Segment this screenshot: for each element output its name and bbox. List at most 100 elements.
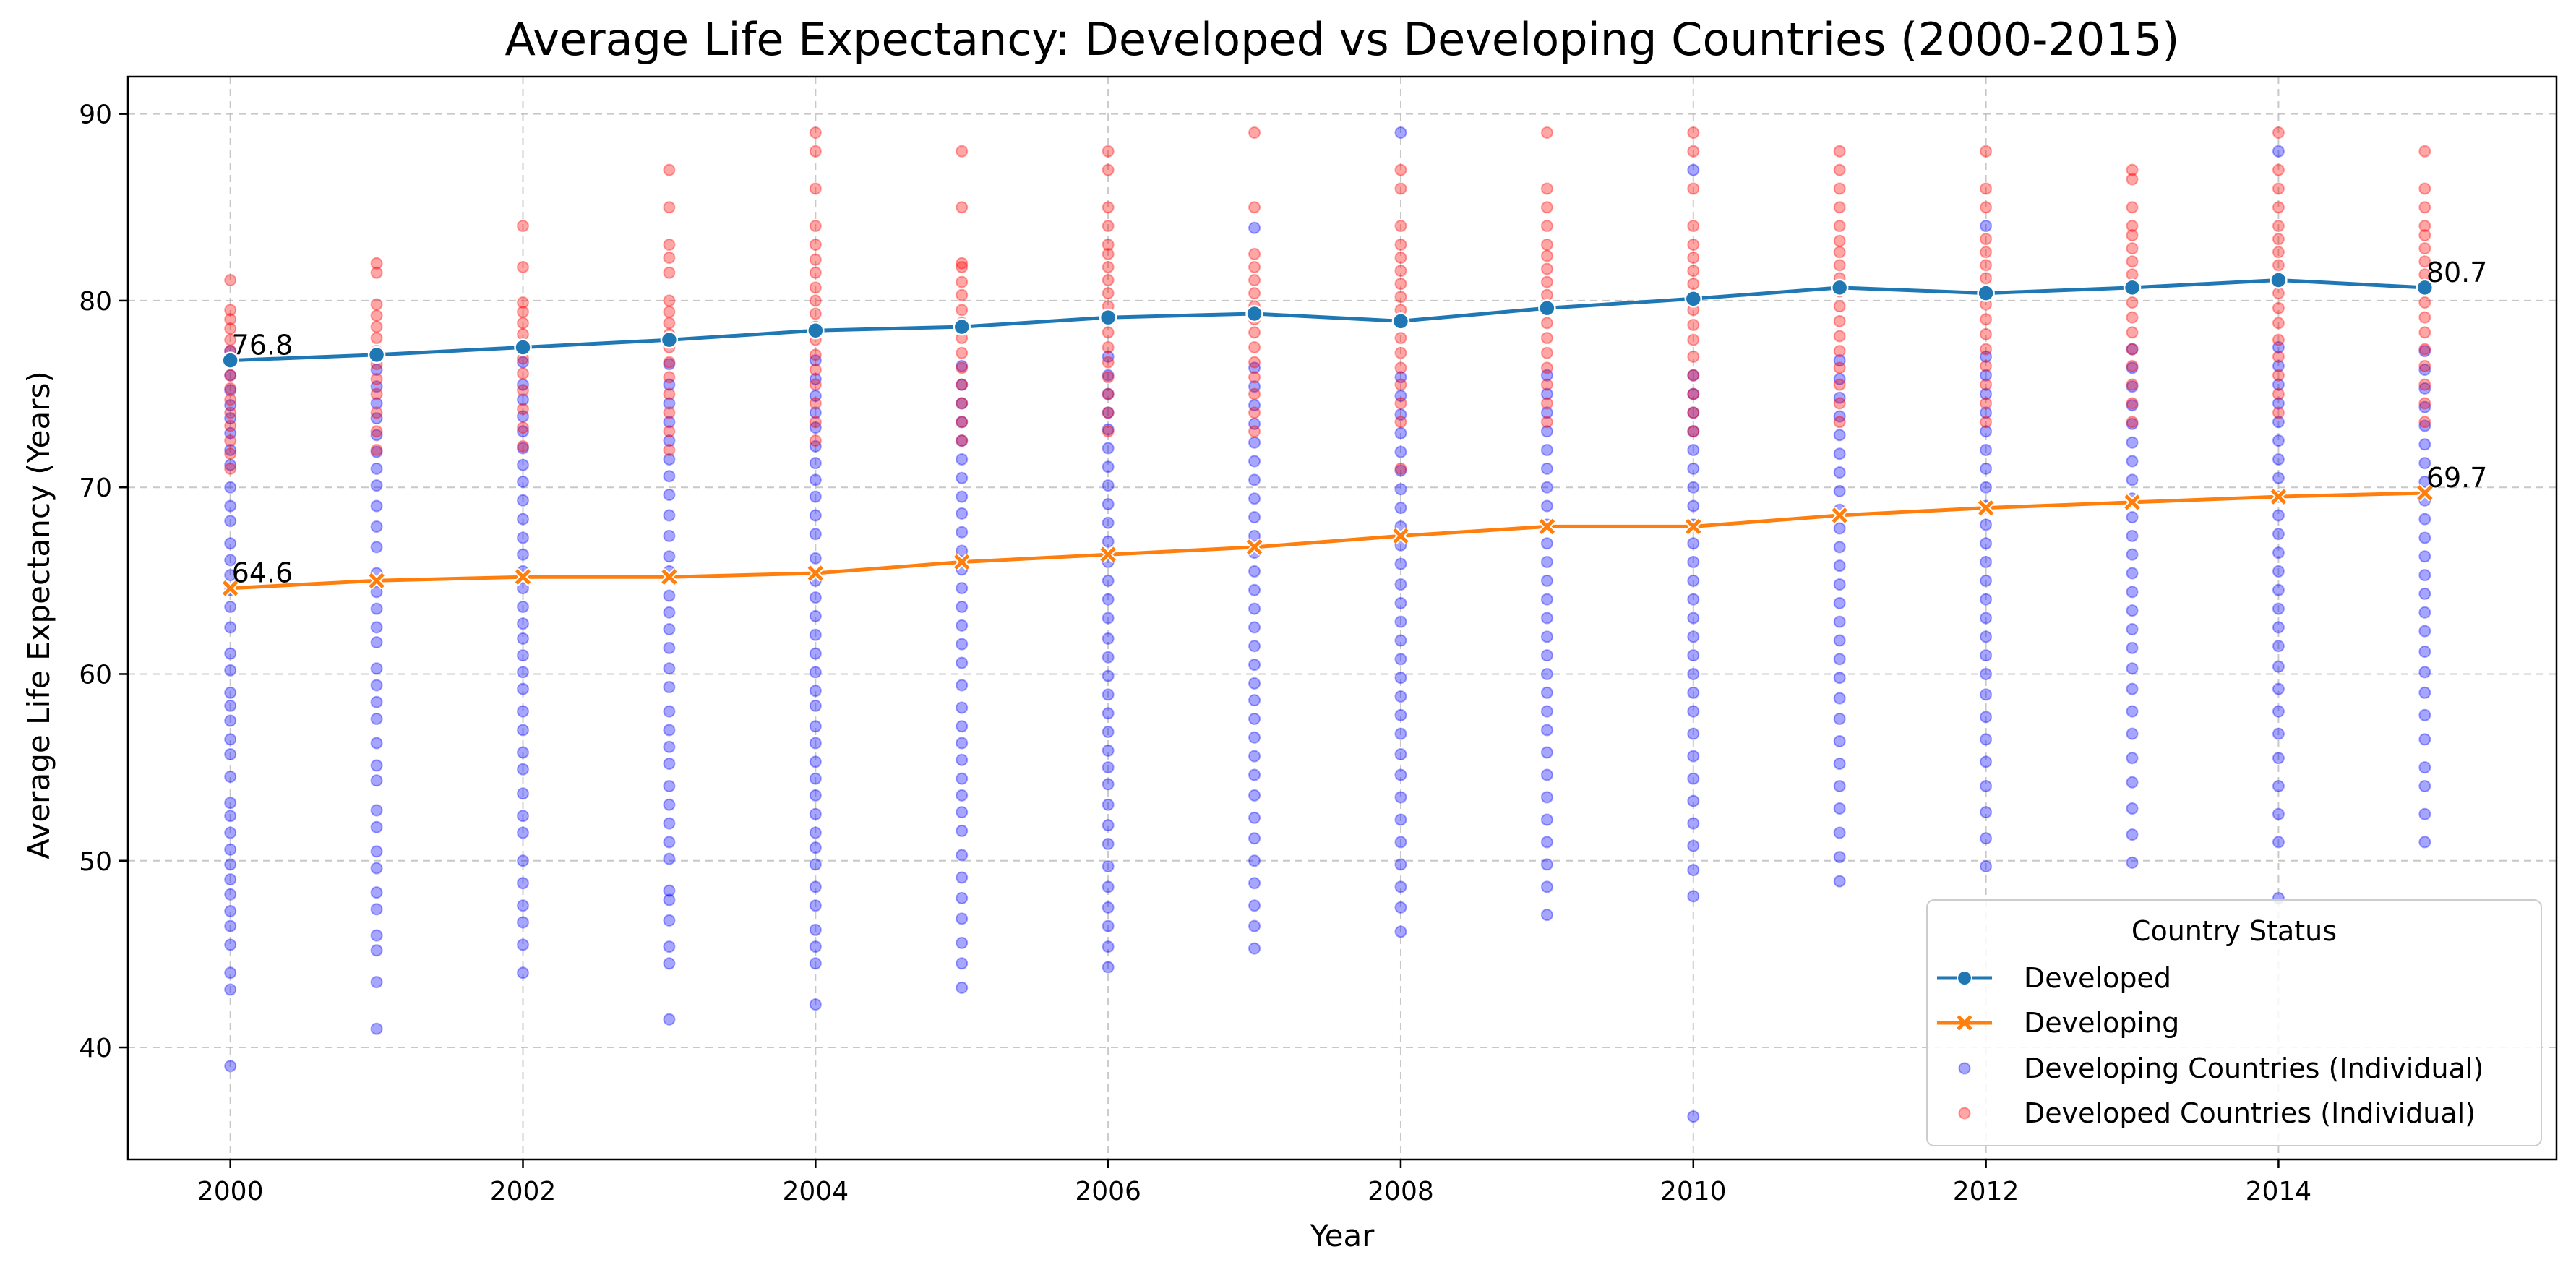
developing-individual-point xyxy=(809,940,822,953)
y-axis-label: Average Life Expectancy (Years) xyxy=(21,371,56,859)
developing-individual-point xyxy=(956,507,969,520)
developing-individual-point xyxy=(2126,455,2139,468)
developing-individual-point xyxy=(1980,779,1993,792)
developed-individual-point xyxy=(2418,326,2431,339)
developing-individual-point xyxy=(2126,604,2139,617)
developing-individual-point xyxy=(956,891,969,904)
developing-individual-point xyxy=(956,772,969,785)
developed-individual-point xyxy=(1980,327,1993,340)
grid-layer xyxy=(128,77,2556,1159)
developing-individual-point xyxy=(1833,734,1846,747)
developing-individual-point xyxy=(2272,509,2285,522)
developed-individual-point xyxy=(370,332,383,345)
developed-individual-point xyxy=(809,145,822,158)
developing-individual-point xyxy=(1687,369,1700,382)
developing-individual-point xyxy=(2418,513,2431,526)
developing-individual-point xyxy=(1248,694,1261,707)
developing-individual-point xyxy=(956,753,969,766)
developing-individual-point xyxy=(517,649,530,662)
developed-individual-point xyxy=(1540,317,1553,330)
developing-individual-point xyxy=(2418,733,2431,746)
developing-individual-point xyxy=(956,434,969,447)
developing-individual-point xyxy=(517,356,530,369)
chart-title: Average Life Expectancy: Developed vs De… xyxy=(505,13,2180,66)
developing-individual-point xyxy=(1687,499,1700,513)
developed-individual-point xyxy=(1833,345,1846,358)
developing-individual-point xyxy=(2126,380,2139,393)
developing-individual-point xyxy=(2126,586,2139,599)
scatter-layer xyxy=(224,126,2431,1123)
legend-developing-label: Developing xyxy=(2024,1007,2179,1039)
developed-individual-point xyxy=(1394,238,1407,251)
developing-individual-point xyxy=(224,873,237,886)
developed-individual-point xyxy=(1102,341,1115,353)
developed-individual-point xyxy=(1540,346,1553,359)
developing-individual-point xyxy=(1980,832,1993,845)
developed-individual-point xyxy=(224,274,237,287)
developing-individual-point xyxy=(224,537,237,550)
developing-individual-point xyxy=(1248,602,1261,615)
developing-individual-point xyxy=(2418,419,2431,432)
developing-individual-point xyxy=(2272,836,2285,849)
developing-individual-point xyxy=(1248,832,1261,845)
developing-individual-point xyxy=(1102,516,1115,529)
developing-individual-point xyxy=(1540,724,1553,737)
developing-individual-point xyxy=(2126,567,2139,580)
developing-individual-point xyxy=(1394,858,1407,871)
developing-individual-point xyxy=(1394,578,1407,591)
developing-individual-point xyxy=(2418,531,2431,544)
x-tick-label: 2004 xyxy=(783,1177,849,1206)
developing-individual-point xyxy=(370,429,383,442)
developed-individual-point xyxy=(2272,201,2285,214)
developed-individual-point xyxy=(956,275,969,288)
y-tick-label: 60 xyxy=(79,660,112,690)
developing-individual-point xyxy=(2272,416,2285,429)
developed-individual-point xyxy=(1687,220,1700,233)
developing-individual-point xyxy=(517,966,530,979)
developing-individual-point xyxy=(370,759,383,772)
developing-individual-point xyxy=(224,399,237,412)
annotation-layer: 76.8 64.6 80.7 69.7 xyxy=(232,257,2488,589)
developed-individual-point xyxy=(1540,361,1553,374)
developing-individual-point xyxy=(370,499,383,513)
developing-individual-point xyxy=(1833,447,1846,460)
developed-individual-point xyxy=(224,382,237,395)
developed-individual-point xyxy=(1102,425,1115,438)
developed-individual-point xyxy=(2126,255,2139,268)
developed-data-point xyxy=(1099,308,1117,327)
developing-individual-point xyxy=(663,852,676,865)
developing-individual-point xyxy=(1833,615,1846,628)
developed-individual-point xyxy=(2418,311,2431,324)
developed-individual-point xyxy=(2418,201,2431,214)
developed-individual-point xyxy=(1687,265,1700,278)
developed-individual-point xyxy=(809,182,822,195)
developing-individual-point xyxy=(1248,583,1261,596)
developed-individual-point xyxy=(1248,326,1261,339)
developing-individual-point xyxy=(1540,686,1553,699)
developing-individual-point xyxy=(224,843,237,856)
developing-individual-point xyxy=(1980,425,1993,438)
developing-data-point xyxy=(1099,546,1117,564)
developing-individual-point xyxy=(956,824,969,837)
developing-data-point xyxy=(2123,493,2142,512)
developed-individual-point xyxy=(2418,343,2431,356)
developed-individual-point xyxy=(517,317,530,330)
developing-individual-point xyxy=(2418,587,2431,600)
developing-individual-point xyxy=(663,893,676,906)
developing-individual-point xyxy=(956,416,969,429)
developing-individual-point xyxy=(1102,423,1115,436)
developing-data-point xyxy=(221,579,239,597)
developing-individual-point xyxy=(1980,350,1993,363)
developing-individual-point xyxy=(2418,625,2431,638)
developing-individual-point xyxy=(224,888,237,901)
developing-individual-point xyxy=(809,685,822,698)
developed-individual-point xyxy=(224,313,237,326)
developed-individual-point xyxy=(1102,201,1115,214)
developing-individual-point xyxy=(370,929,383,942)
developing-individual-point xyxy=(224,569,237,582)
developing-individual-point xyxy=(1248,621,1261,634)
developing-individual-point xyxy=(1248,640,1261,653)
legend-developed-individual-label: Developed Countries (Individual) xyxy=(2024,1097,2476,1129)
developing-individual-point xyxy=(2272,621,2285,634)
developed-individual-point xyxy=(663,425,676,438)
